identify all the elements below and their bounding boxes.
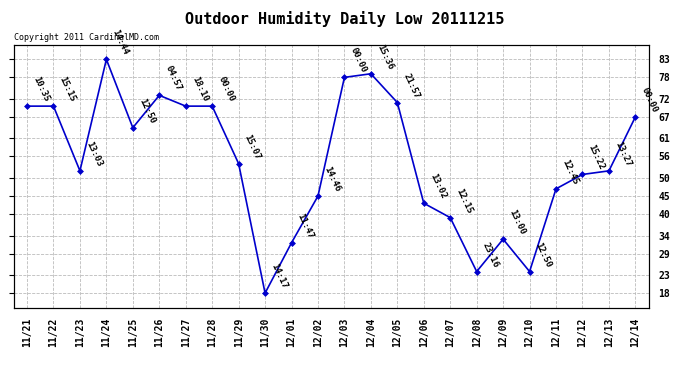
Text: 23:16: 23:16 [481,241,500,269]
Text: Outdoor Humidity Daily Low 20111215: Outdoor Humidity Daily Low 20111215 [186,11,504,27]
Text: Copyright 2011 CardinalMD.com: Copyright 2011 CardinalMD.com [14,33,159,42]
Text: 04:57: 04:57 [164,64,183,93]
Text: 12:50: 12:50 [534,241,553,269]
Text: 15:15: 15:15 [58,75,77,104]
Text: 00:00: 00:00 [217,75,236,104]
Text: 00:00: 00:00 [640,86,659,114]
Text: 18:10: 18:10 [190,75,209,104]
Text: 14:44: 14:44 [110,28,130,57]
Text: 12:50: 12:50 [137,97,157,125]
Text: 15:22: 15:22 [586,144,606,172]
Text: 14:17: 14:17 [269,262,288,290]
Text: 14:46: 14:46 [322,165,342,193]
Text: 15:07: 15:07 [243,133,262,161]
Text: 13:00: 13:00 [507,208,526,236]
Text: 00:00: 00:00 [348,46,368,75]
Text: 12:45: 12:45 [560,158,580,186]
Text: 11:47: 11:47 [296,212,315,240]
Text: 13:02: 13:02 [428,172,447,201]
Text: 10:35: 10:35 [31,75,50,104]
Text: 15:36: 15:36 [375,43,395,71]
Text: 12:15: 12:15 [455,187,474,215]
Text: 13:03: 13:03 [84,140,103,168]
Text: 13:27: 13:27 [613,140,633,168]
Text: 21:57: 21:57 [402,72,421,100]
